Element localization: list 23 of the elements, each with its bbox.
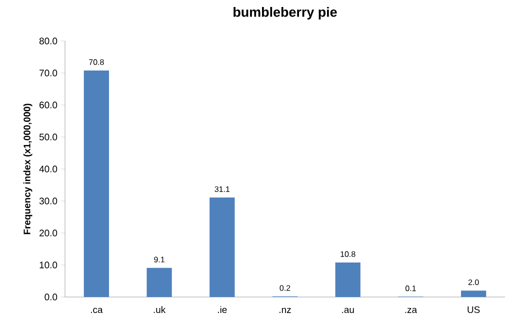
x-tick-label: .nz — [280, 308, 291, 313]
y-tick-label: 30.0 — [39, 198, 58, 204]
bar — [84, 70, 109, 297]
x-tick-label: .za — [405, 308, 418, 314]
y-tick-label: 70.0 — [40, 70, 58, 76]
x-tick-label: .au — [342, 308, 354, 314]
bar — [146, 268, 172, 297]
y-tick-label: 20.0 — [40, 230, 58, 236]
x-tick-label: US — [468, 306, 480, 314]
y-tick-label: 40.0 — [39, 166, 58, 172]
chart-title: bumbleberry pie — [234, 6, 337, 20]
y-tick-label: 60.0 — [40, 102, 58, 108]
y-tick-label: 80.0 — [39, 38, 58, 44]
x-tick-label: .ca — [90, 308, 103, 314]
x-tick-label: .uk — [154, 306, 166, 314]
y-tick-label: 10.0 — [40, 262, 58, 268]
bar — [210, 197, 235, 297]
y-tick-label: 50.0 — [39, 134, 58, 140]
bar — [335, 262, 360, 297]
bar — [461, 290, 486, 297]
y-tick-label: 0.0 — [44, 294, 58, 300]
y-axis-title: Frequency index (x1,000,000) — [23, 104, 32, 234]
x-tick-label: .ie — [218, 306, 227, 314]
